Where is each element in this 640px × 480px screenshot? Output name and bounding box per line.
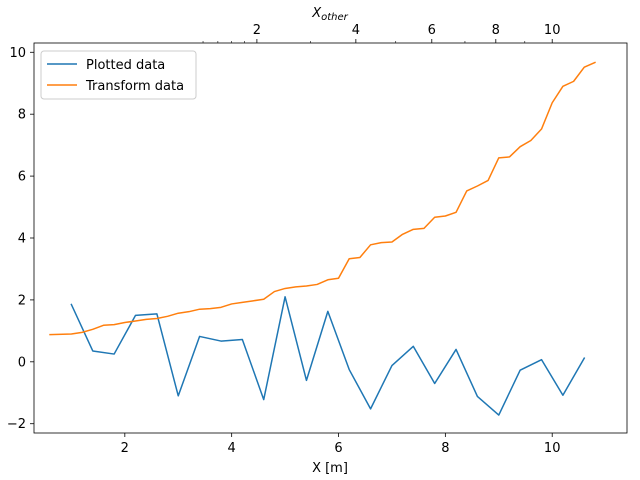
y-tick-label: 4 bbox=[18, 232, 26, 247]
x-tick-label: 6 bbox=[334, 441, 342, 456]
legend-label-transform-data: Transform data bbox=[85, 79, 184, 94]
x-axis-ticks: 2 4 6 8 10 bbox=[121, 433, 561, 456]
secondary-x-axis-title-sub: other bbox=[321, 12, 349, 23]
legend-frame bbox=[40, 50, 197, 100]
x-axis-title: X [m] bbox=[312, 461, 348, 476]
series-line-transform-data bbox=[49, 61, 596, 336]
legend-label-plotted-data: Plotted data bbox=[86, 58, 165, 73]
y-tick-label: 0 bbox=[18, 355, 26, 370]
y-tick-label: −2 bbox=[7, 417, 26, 432]
y-tick-label: 8 bbox=[18, 108, 26, 123]
legend: Plotted data Transform data bbox=[40, 50, 197, 100]
axes-layer bbox=[33, 42, 628, 434]
secondary-x-tick-label: 10 bbox=[544, 23, 561, 38]
x-tick-label: 10 bbox=[544, 441, 561, 456]
secondary-x-tick-label: 2 bbox=[253, 23, 261, 38]
axes-frame bbox=[33, 42, 628, 434]
x-tick-label: 4 bbox=[228, 441, 236, 456]
y-axis-ticks: −2 0 2 4 6 8 10 bbox=[7, 46, 34, 432]
y-tick-label: 10 bbox=[9, 46, 26, 61]
secondary-x-axis-ticks: 2 4 6 8 10 bbox=[202, 23, 561, 43]
secondary-x-tick-label: 8 bbox=[492, 23, 500, 38]
series-layer bbox=[49, 61, 596, 416]
series-line-plotted-data bbox=[70, 296, 586, 416]
secondary-x-axis-title-main: X bbox=[311, 6, 322, 21]
y-tick-label: 2 bbox=[18, 293, 26, 308]
secondary-x-axis-title: Xother bbox=[311, 6, 348, 23]
x-tick-label: 8 bbox=[441, 441, 449, 456]
secondary-x-tick-label: 6 bbox=[428, 23, 436, 38]
x-tick-label: 2 bbox=[121, 441, 129, 456]
y-tick-label: 6 bbox=[18, 170, 26, 185]
secondary-x-tick-label: 4 bbox=[352, 23, 360, 38]
